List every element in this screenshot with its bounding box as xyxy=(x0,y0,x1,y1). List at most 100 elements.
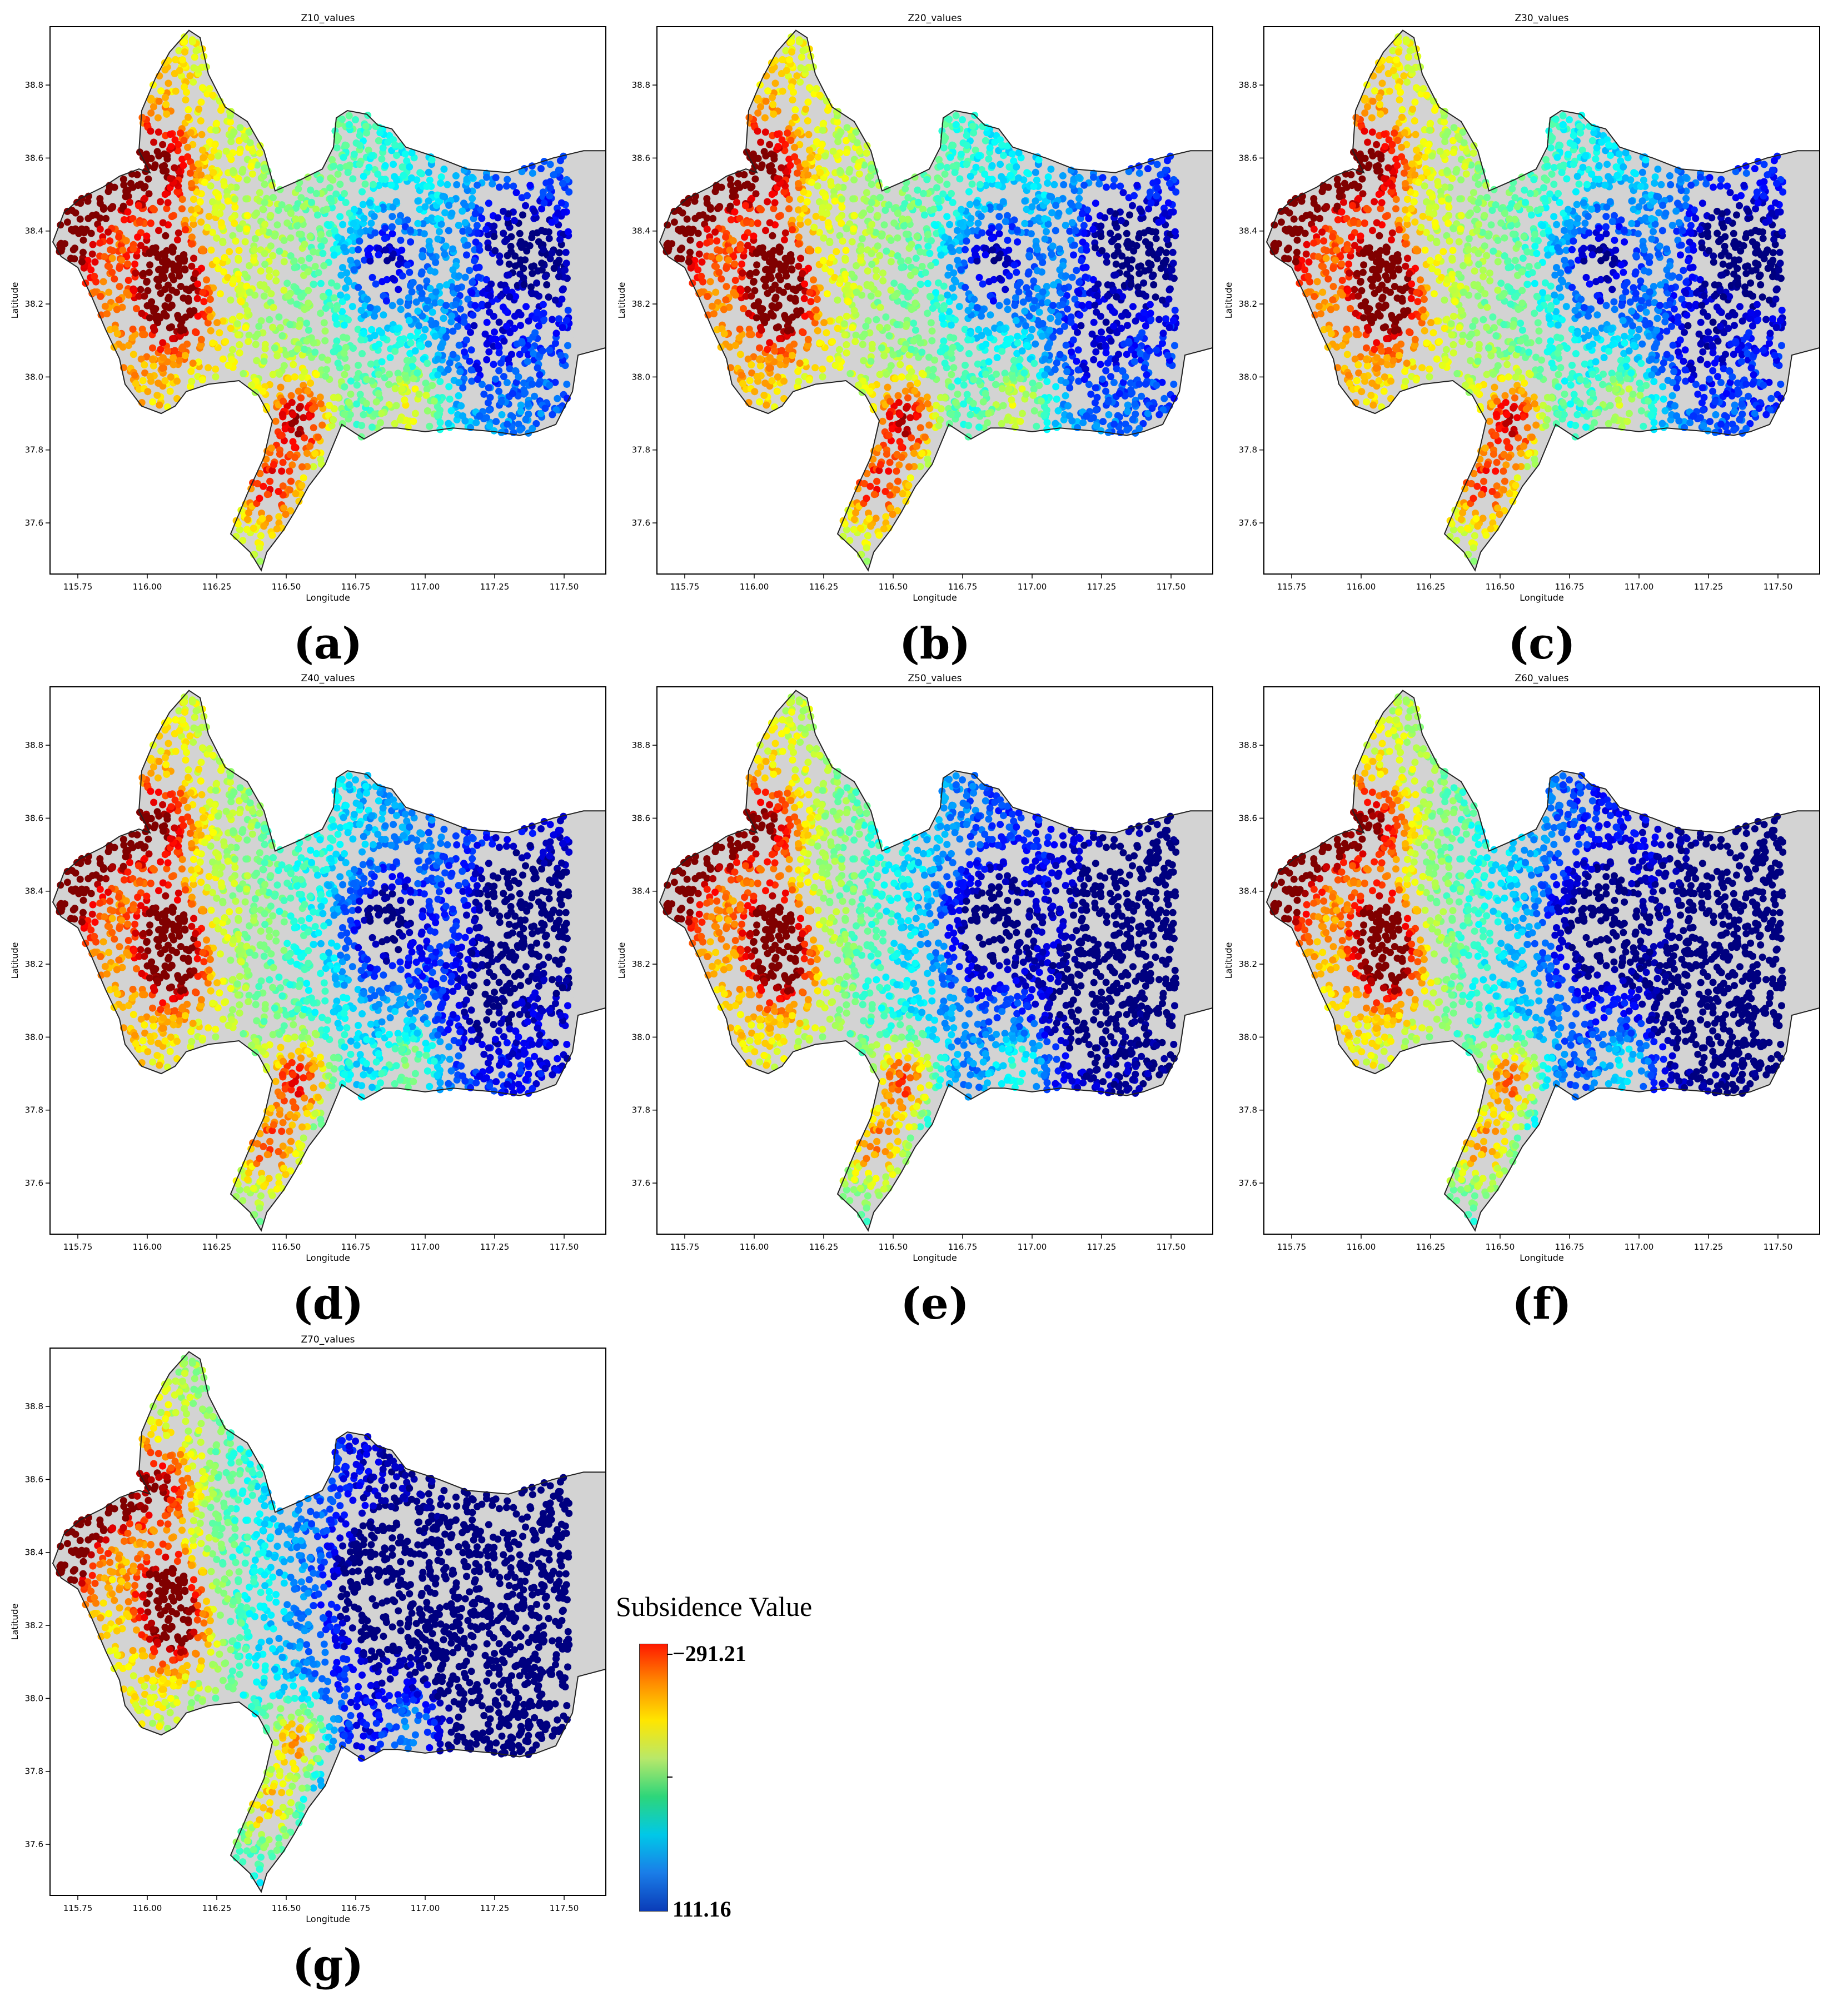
data-point xyxy=(352,116,359,123)
data-point xyxy=(982,244,989,252)
data-point xyxy=(462,336,470,344)
data-point xyxy=(893,486,900,494)
data-point xyxy=(312,206,320,213)
data-point xyxy=(1110,176,1118,183)
data-point xyxy=(492,336,500,343)
data-point xyxy=(857,256,865,264)
data-point xyxy=(875,467,883,475)
data-point xyxy=(940,320,948,328)
data-point xyxy=(280,237,288,244)
data-point xyxy=(270,303,277,311)
data-point xyxy=(1093,292,1101,300)
data-point xyxy=(955,246,963,254)
data-point xyxy=(291,264,298,272)
data-point xyxy=(220,178,228,186)
data-point xyxy=(399,272,406,280)
data-point xyxy=(495,367,503,375)
data-point xyxy=(203,276,210,284)
panel-letter: (a) xyxy=(293,618,363,669)
data-point xyxy=(341,371,348,378)
data-point xyxy=(1017,417,1024,425)
data-point xyxy=(188,206,195,214)
data-point xyxy=(773,324,780,332)
data-point xyxy=(248,147,256,155)
data-point xyxy=(798,328,806,336)
data-point xyxy=(1056,327,1064,335)
data-point xyxy=(998,347,1006,355)
data-point xyxy=(933,184,941,192)
data-point xyxy=(164,347,172,355)
data-point xyxy=(927,262,935,270)
data-point xyxy=(1054,318,1062,326)
data-point xyxy=(319,292,327,300)
data-point xyxy=(161,266,169,274)
data-point xyxy=(995,213,1003,221)
data-point xyxy=(774,373,781,381)
data-point xyxy=(124,208,132,216)
data-point xyxy=(256,544,263,552)
data-point xyxy=(813,85,820,92)
data-point xyxy=(434,371,442,379)
data-point xyxy=(863,544,870,552)
data-point xyxy=(279,458,287,466)
data-point xyxy=(807,298,815,306)
data-point xyxy=(122,187,130,194)
data-point xyxy=(227,325,235,332)
data-point xyxy=(246,288,253,296)
data-point xyxy=(1145,227,1153,234)
data-point xyxy=(158,365,166,372)
data-point xyxy=(894,209,901,217)
data-point xyxy=(736,325,744,333)
data-point xyxy=(780,188,788,196)
panel-title: Z10_values xyxy=(301,13,355,24)
data-point xyxy=(848,238,856,246)
data-point xyxy=(1048,209,1056,217)
data-point xyxy=(511,325,519,332)
data-point xyxy=(143,232,151,240)
y-tick-label: 38.0 xyxy=(25,372,43,382)
data-point xyxy=(261,199,268,207)
data-point xyxy=(535,322,542,330)
data-point xyxy=(1113,365,1120,373)
data-point xyxy=(850,526,858,533)
data-point xyxy=(129,245,137,253)
data-point xyxy=(874,212,881,219)
data-point xyxy=(894,392,902,400)
data-point xyxy=(834,138,842,146)
data-point xyxy=(325,289,333,297)
data-point xyxy=(414,197,422,205)
data-point xyxy=(410,417,417,425)
data-point xyxy=(934,279,942,287)
data-point xyxy=(330,348,337,356)
data-point xyxy=(560,208,567,216)
data-point xyxy=(1089,276,1097,283)
data-point xyxy=(145,175,152,183)
data-point xyxy=(416,169,424,177)
data-point xyxy=(821,152,829,160)
data-point xyxy=(811,319,819,327)
data-point xyxy=(150,138,158,146)
data-point xyxy=(425,340,432,348)
data-point xyxy=(335,345,342,352)
data-point xyxy=(444,181,451,188)
data-point xyxy=(401,150,409,158)
data-point xyxy=(1119,378,1127,386)
data-point xyxy=(805,84,813,92)
data-point xyxy=(1053,359,1060,367)
data-point xyxy=(531,329,539,337)
data-point xyxy=(235,137,243,144)
data-point xyxy=(1046,326,1054,334)
data-point xyxy=(874,242,881,250)
data-point xyxy=(901,200,909,208)
data-point xyxy=(183,340,191,348)
data-point xyxy=(340,321,348,329)
data-point xyxy=(723,265,730,272)
data-point xyxy=(865,510,872,517)
data-point xyxy=(1005,385,1013,393)
data-point xyxy=(963,142,970,149)
data-point xyxy=(805,131,813,138)
data-point xyxy=(160,310,168,317)
data-point xyxy=(327,279,335,287)
data-point xyxy=(1114,242,1122,250)
data-point xyxy=(194,312,202,320)
